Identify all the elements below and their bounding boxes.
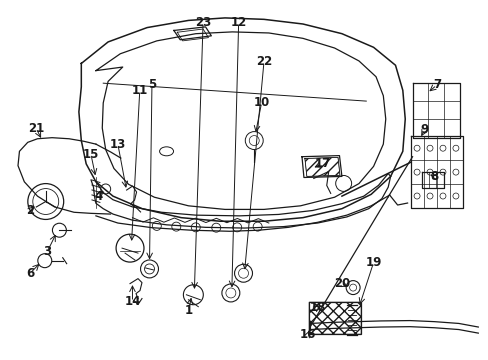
Text: 18: 18 xyxy=(309,301,325,314)
Text: 10: 10 xyxy=(253,96,269,109)
Text: 20: 20 xyxy=(333,278,349,291)
Text: 5: 5 xyxy=(147,78,156,91)
Text: 23: 23 xyxy=(195,16,211,29)
Text: 6: 6 xyxy=(26,267,34,280)
Text: 16: 16 xyxy=(299,328,315,341)
Text: 1: 1 xyxy=(184,305,192,318)
Text: 14: 14 xyxy=(124,296,141,309)
Text: 19: 19 xyxy=(365,256,381,269)
Text: 15: 15 xyxy=(82,148,99,161)
Text: 3: 3 xyxy=(43,245,51,258)
Text: 2: 2 xyxy=(26,204,34,217)
Text: 9: 9 xyxy=(420,123,428,136)
Text: 7: 7 xyxy=(432,78,440,91)
Text: 17: 17 xyxy=(314,157,330,170)
Text: 21: 21 xyxy=(28,122,44,135)
Text: 12: 12 xyxy=(230,16,246,29)
Text: 22: 22 xyxy=(255,55,271,68)
Bar xyxy=(308,302,360,334)
Text: 8: 8 xyxy=(429,170,438,183)
Text: 11: 11 xyxy=(131,84,147,97)
Text: 13: 13 xyxy=(109,138,126,150)
Text: 4: 4 xyxy=(94,190,102,203)
